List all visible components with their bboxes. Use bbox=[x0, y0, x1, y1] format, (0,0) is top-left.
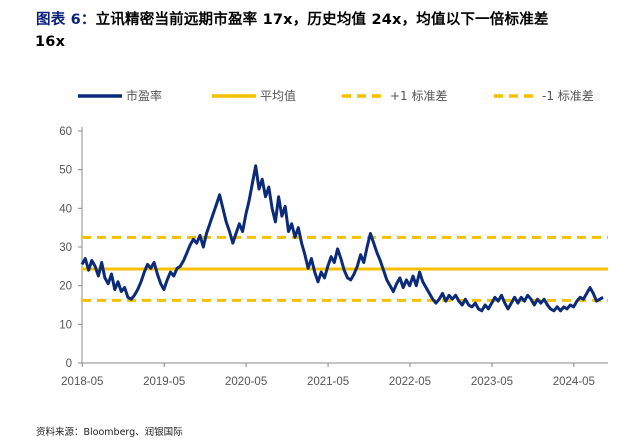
y-tick-label: 40 bbox=[59, 203, 72, 215]
x-tick-label: 2022-05 bbox=[389, 376, 431, 388]
legend-item-minus-std-label: -1 标准差 bbox=[542, 89, 594, 103]
y-tick-label: 30 bbox=[59, 242, 72, 254]
pe-ratio-series-line bbox=[80, 164, 604, 313]
x-tick-label: 2021-05 bbox=[307, 376, 349, 388]
y-tick-label: 60 bbox=[59, 126, 72, 138]
legend-item-mean-label: 平均值 bbox=[260, 88, 296, 103]
legend-item-pe-label: 市盈率 bbox=[126, 88, 162, 103]
y-tick-label: 10 bbox=[59, 319, 72, 331]
legend-item-plus-std-label: +1 标准差 bbox=[390, 89, 448, 103]
x-tick-label: 2018-05 bbox=[61, 376, 103, 388]
y-tick-label: 20 bbox=[59, 281, 72, 293]
data-source-note: 资料来源：Bloomberg、润银国际 bbox=[36, 427, 183, 438]
x-tick-label: 2019-05 bbox=[143, 376, 185, 388]
y-tick-label: 0 bbox=[66, 358, 72, 370]
y-tick-label: 50 bbox=[59, 165, 72, 177]
x-tick-label: 2020-05 bbox=[225, 376, 267, 388]
x-tick-label: 2024-05 bbox=[553, 376, 595, 388]
title-line-2: 16x bbox=[35, 34, 66, 50]
chart-title: 图表 6：立讯精密当前远期市盈率 17x，历史均值 24x，均值以下一倍标准差 1… bbox=[35, 9, 634, 53]
figure-label: 图表 6： bbox=[36, 12, 96, 28]
title-line-1: 立讯精密当前远期市盈率 17x，历史均值 24x，均值以下一倍标准差 bbox=[95, 12, 549, 28]
x-tick-label: 2023-05 bbox=[471, 376, 513, 388]
